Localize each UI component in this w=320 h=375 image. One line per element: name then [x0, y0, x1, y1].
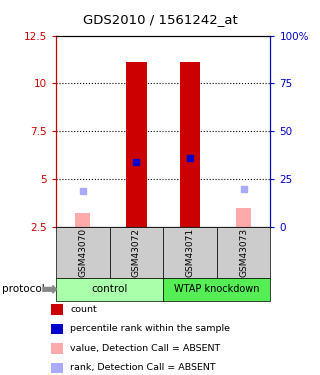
Text: GSM43071: GSM43071 [186, 228, 195, 277]
Bar [126, 62, 147, 227]
Text: WTAP knockdown: WTAP knockdown [174, 284, 260, 294]
Bar [180, 62, 200, 227]
Text: GSM43070: GSM43070 [78, 228, 87, 277]
Text: GSM43072: GSM43072 [132, 228, 141, 277]
Text: GDS2010 / 1561242_at: GDS2010 / 1561242_at [83, 13, 237, 26]
Text: control: control [92, 284, 128, 294]
Bar [75, 213, 90, 227]
Bar [236, 208, 251, 227]
Text: GSM43073: GSM43073 [239, 228, 248, 277]
Text: percentile rank within the sample: percentile rank within the sample [70, 324, 230, 333]
Text: count: count [70, 305, 97, 314]
Text: value, Detection Call = ABSENT: value, Detection Call = ABSENT [70, 344, 221, 353]
Text: rank, Detection Call = ABSENT: rank, Detection Call = ABSENT [70, 363, 216, 372]
Text: protocol: protocol [2, 284, 44, 294]
